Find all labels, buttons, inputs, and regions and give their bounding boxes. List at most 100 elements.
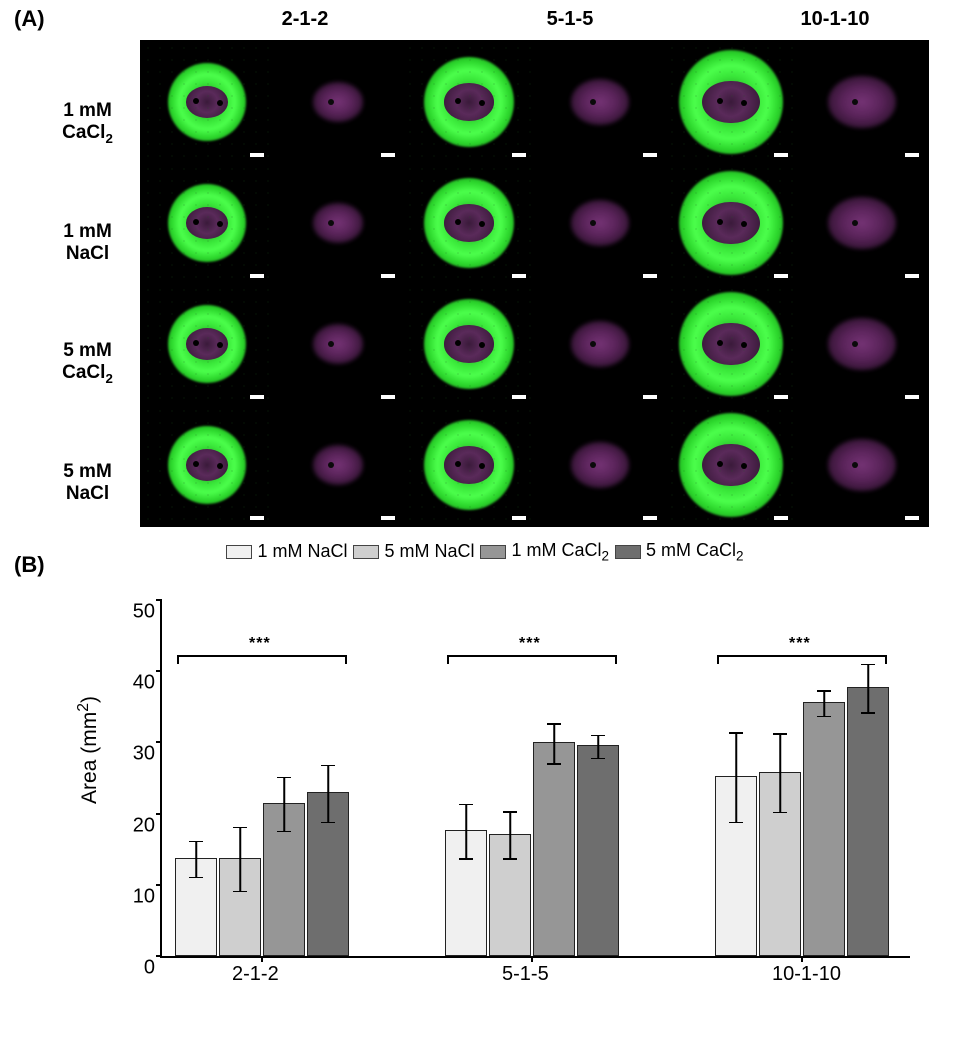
error-bar — [327, 765, 329, 822]
error-bar — [465, 804, 467, 858]
col-header-1: 2-1-2 — [190, 8, 420, 31]
panel-a-label: (A) — [14, 6, 45, 32]
error-cap — [503, 858, 517, 860]
panel-b: 1 mM NaCl5 mM NaCl1 mM CaCl25 mM CaCl2 A… — [40, 540, 930, 1040]
micrograph-cell — [535, 163, 665, 283]
error-cap — [503, 811, 517, 813]
micrograph-cell — [666, 42, 796, 162]
micrograph-cell — [273, 163, 403, 283]
scale-bar — [774, 153, 788, 157]
bar — [577, 745, 619, 956]
error-cap — [321, 822, 335, 824]
significance-bar — [717, 655, 887, 657]
micrograph-cell — [535, 284, 665, 404]
error-cap — [729, 732, 743, 734]
x-tick-mark — [261, 956, 263, 962]
scale-bar — [250, 274, 264, 278]
scale-bar — [774, 274, 788, 278]
micrograph-cell — [666, 405, 796, 525]
significance-tick — [345, 657, 347, 664]
x-tick-mark — [801, 956, 803, 962]
error-bar — [779, 733, 781, 811]
micrograph-cell — [797, 405, 927, 525]
bar — [175, 858, 217, 956]
error-cap — [233, 827, 247, 829]
bar — [533, 742, 575, 956]
bar — [307, 792, 349, 956]
scale-bar — [643, 516, 657, 520]
scale-bar — [643, 395, 657, 399]
error-cap — [817, 716, 831, 718]
x-tick-mark — [531, 956, 533, 962]
scale-bar — [250, 153, 264, 157]
row-label-1: 1 mMCaCl2 — [40, 63, 135, 183]
micrograph-cell — [404, 42, 534, 162]
bar — [263, 803, 305, 956]
y-tick-mark — [156, 741, 162, 743]
y-tick-mark — [156, 813, 162, 815]
error-cap — [861, 664, 875, 666]
y-tick-label: 10 — [107, 885, 155, 908]
error-bar — [195, 841, 197, 877]
error-cap — [277, 831, 291, 833]
scale-bar — [250, 516, 264, 520]
row-label-4: 5 mMNaCl — [40, 423, 135, 543]
micrograph-cell — [797, 284, 927, 404]
scale-bar — [512, 153, 526, 157]
micrograph-cell — [142, 405, 272, 525]
bar-group — [445, 742, 619, 956]
bar — [847, 687, 889, 956]
y-axis-label: Area (mm2) — [75, 696, 102, 804]
micrograph-cell — [404, 405, 534, 525]
significance-tick — [615, 657, 617, 664]
micrograph-cell — [535, 405, 665, 525]
significance-stars: *** — [249, 635, 271, 653]
legend-item: 5 mM CaCl2 — [615, 540, 744, 564]
significance-tick — [717, 657, 719, 664]
bar — [759, 772, 801, 956]
micrograph-cell — [666, 163, 796, 283]
scale-bar — [774, 395, 788, 399]
error-cap — [817, 690, 831, 692]
significance-bar — [447, 655, 617, 657]
error-cap — [277, 777, 291, 779]
bar-group — [175, 792, 349, 956]
micrograph-cell — [797, 163, 927, 283]
legend-swatch — [480, 545, 506, 559]
scale-bar — [381, 153, 395, 157]
bar — [445, 830, 487, 956]
error-cap — [459, 804, 473, 806]
error-cap — [547, 723, 561, 725]
legend-item: 5 mM NaCl — [353, 540, 474, 564]
error-cap — [547, 763, 561, 765]
micrograph-cell — [273, 405, 403, 525]
y-tick-mark — [156, 670, 162, 672]
legend-swatch — [615, 545, 641, 559]
bar — [803, 702, 845, 956]
bar-chart: 010203040502-1-2***5-1-5***10-1-10*** — [160, 600, 910, 1005]
error-bar — [239, 827, 241, 891]
y-tick-mark — [156, 955, 162, 957]
error-bar — [509, 811, 511, 858]
significance-tick — [177, 657, 179, 664]
error-cap — [591, 758, 605, 760]
scale-bar — [250, 395, 264, 399]
col-headers: 2-1-2 5-1-5 10-1-10 — [190, 8, 950, 31]
error-cap — [321, 765, 335, 767]
error-cap — [459, 858, 473, 860]
scale-bar — [905, 274, 919, 278]
error-bar — [553, 723, 555, 763]
micrograph-cell — [535, 42, 665, 162]
error-bar — [867, 664, 869, 712]
scale-bar — [905, 153, 919, 157]
legend-label: 5 mM CaCl2 — [646, 540, 744, 564]
micrograph-cell — [273, 42, 403, 162]
scale-bar — [381, 516, 395, 520]
bar — [489, 834, 531, 956]
error-cap — [233, 891, 247, 893]
bar — [219, 858, 261, 956]
scale-bar — [905, 395, 919, 399]
scale-bar — [774, 516, 788, 520]
y-tick-label: 0 — [107, 957, 155, 980]
error-cap — [189, 841, 203, 843]
